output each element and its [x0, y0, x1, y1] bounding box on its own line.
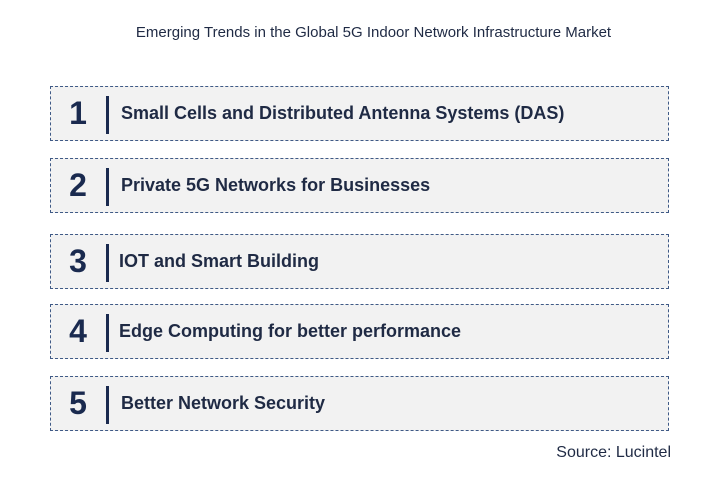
page-title: Emerging Trends in the Global 5G Indoor … [135, 24, 612, 41]
trend-row-2: 2 Private 5G Networks for Businesses [50, 158, 669, 213]
trend-number: 3 [69, 243, 87, 279]
trend-label: Better Network Security [121, 393, 326, 413]
trend-row-1: 1 Small Cells and Distributed Antenna Sy… [50, 86, 669, 141]
trend-divider [106, 168, 109, 206]
trend-label: Small Cells and Distributed Antenna Syst… [121, 103, 565, 123]
trend-divider [106, 314, 109, 352]
trend-row-4: 4 Edge Computing for better performance [50, 304, 669, 359]
trend-divider [106, 386, 109, 424]
trend-row-3: 3 IOT and Smart Building [50, 234, 669, 289]
trend-number: 5 [69, 385, 87, 421]
trend-label: IOT and Smart Building [119, 251, 320, 271]
trend-divider [106, 96, 109, 134]
trend-label: Edge Computing for better performance [119, 321, 462, 341]
trend-row-5: 5 Better Network Security [50, 376, 669, 431]
trend-number: 4 [69, 313, 87, 349]
trend-label: Private 5G Networks for Businesses [121, 175, 431, 195]
trend-number: 1 [69, 95, 87, 131]
trend-number: 2 [69, 167, 87, 203]
source-credit: Source: Lucintel [556, 444, 671, 461]
trend-divider [106, 244, 109, 282]
